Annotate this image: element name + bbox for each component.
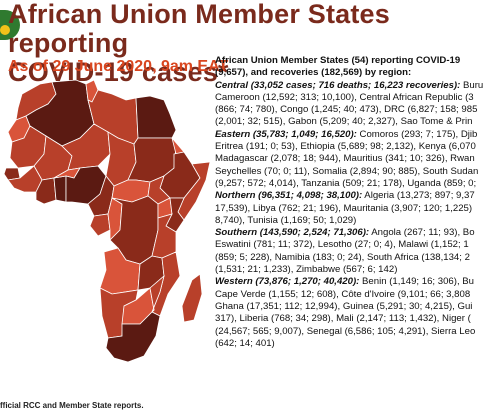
list-item: Eswatini (781; 11; 372), Lesotho (27; 0;… [215,239,469,251]
list-item: 8,740), Tunisia (1,169; 50; 1,029) [215,214,357,226]
list-item: Ghana (17,351; 112; 12,994), Guinea (5,2… [215,300,473,312]
african-union-logo [0,10,20,40]
list-item: Seychelles (70; 0; 11), Somalia (2,894; … [215,165,479,177]
list-item: (9,257; 572; 4,014), Tanzania (509; 21; … [215,177,477,189]
region-southern-label: Southern (143,590; 2,524; 71,306): [215,227,370,239]
region-central-label: Central (33,052 cases; 716 deaths; 16,22… [215,79,461,91]
report-text: African Union Member States (54) reporti… [215,55,497,418]
list-item: Madagascar (2,078; 18; 944), Mauritius (… [215,153,475,165]
list-item: Cape Verde (1,155; 12; 608), Côte d'Ivoi… [215,288,471,300]
map-region-zimbabwe [149,274,165,313]
map-region-niger [61,123,111,171]
map-region-ghana [53,175,67,203]
list-item: (2,001; 32; 515), Gabon (5,209; 40; 2,32… [215,116,473,128]
list-item: (642; 14; 401) [215,337,275,349]
region-northern-label: Northern (96,351; 4,098; 38,100): [215,190,363,202]
region-eastern-label: Eastern (35,783; 1,049; 16,520): [215,128,357,140]
region-western-line1: Benin (1,149; 16; 306), Bu [359,276,475,288]
list-item: 17,539), Libya (762; 21; 196), Mauritani… [215,202,473,214]
africa-map [3,80,210,363]
region-western-label: Western (73,876; 1,270; 40,420): [215,276,360,288]
list-item: (859; 5; 228), Namibia (183; 0; 24), Sou… [215,251,470,263]
map-region-madagascar [181,273,203,323]
logo-emblem-icon [0,25,10,35]
summary-line-2: (9,657), and recoveries (182,569) by reg… [215,67,412,79]
list-item: 317), Liberia (768; 34; 298), Mali (2,14… [215,313,471,325]
report-date: As of 29 June 2020, 9am EAT [8,58,229,75]
title-line-2: COVID-19 cases* [8,57,229,87]
region-northern: Northern (96,351; 4,098; 38,100): Algeri… [215,190,497,227]
list-item: (24,567; 565; 9,007), Senegal (6,586; 10… [215,325,476,337]
title-line-1: African Union Member States reporting [8,0,390,58]
region-eastern-line1: Comoros (293; 7; 175), Djib [356,128,478,140]
region-northern-line1: Algeria (13,273; 897; 9,37 [362,190,475,202]
list-item: (866; 74; 780), Congo (1,245; 40; 473), … [215,104,478,116]
region-central-line1: Buru [460,79,484,91]
map-region-south-africa [105,309,161,363]
region-eastern: Eastern (35,783; 1,049; 16,520): Comoros… [215,129,497,190]
region-southern: Southern (143,590; 2,524; 71,306): Angol… [215,227,497,276]
footnote: fficial RCC and Member State reports. [0,401,144,410]
map-region-gabon [89,213,111,237]
list-item: Eritrea (191; 0; 53), Ethiopia (5,689; 9… [215,141,476,153]
summary-line-1: African Union Member States (54) reporti… [215,55,461,66]
page-title: African Union Member States reporting CO… [8,0,497,87]
list-item: (1,531; 21; 1,233), Zimbabwe (567; 6; 14… [215,264,398,276]
map-region-egypt [135,95,177,139]
region-southern-line1: Angola (267; 11; 93), Bo [369,227,475,239]
region-western: Western (73,876; 1,270; 40,420): Benin (… [215,276,497,350]
list-item: Cameroon (12,592; 313; 10,100), Central … [215,91,474,103]
region-central: Central (33,052 cases; 716 deaths; 16,22… [215,80,497,129]
